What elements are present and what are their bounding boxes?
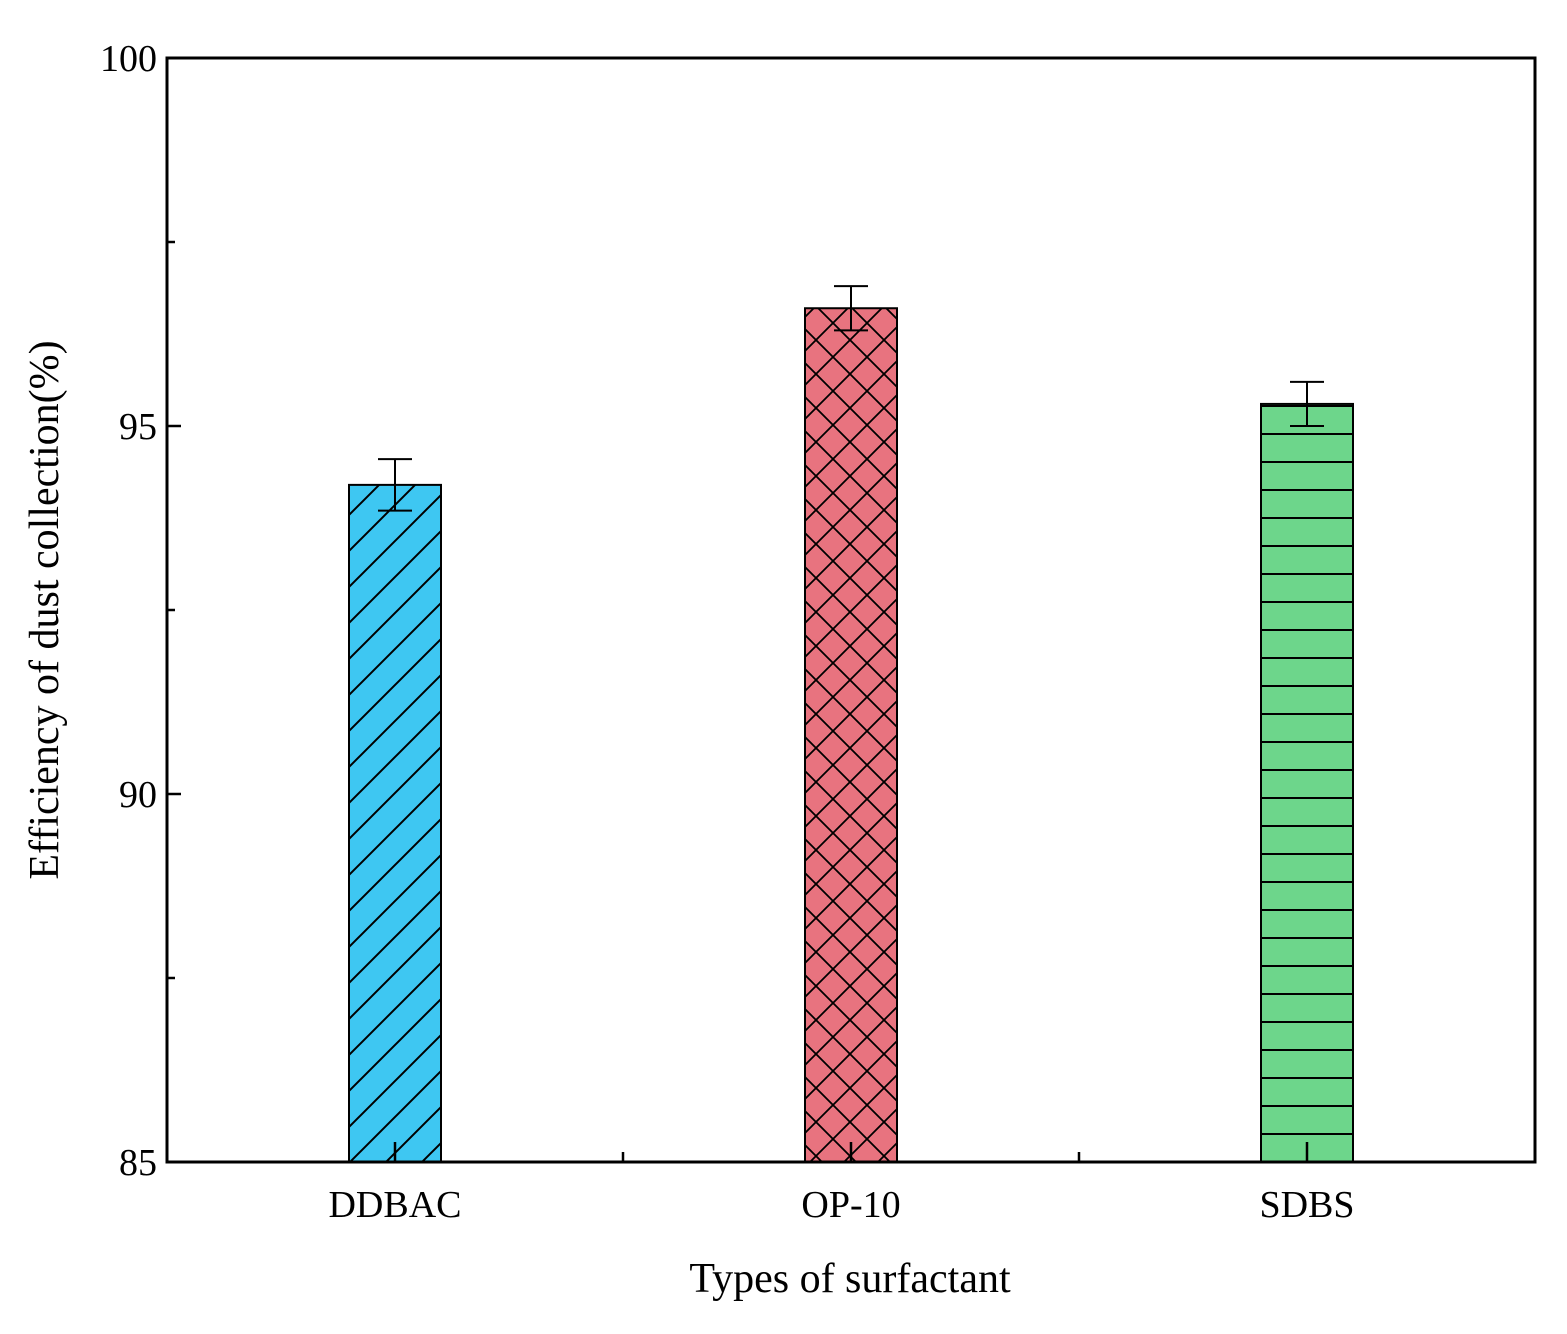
error-bar-sdbs: [1290, 380, 1324, 427]
error-bar-ddbac: [378, 458, 412, 512]
x-axis-title: Types of surfactant: [689, 1256, 1011, 1302]
y-axis-title: Efficiency of dust collection(%): [22, 340, 68, 879]
y-tick-label-95: 95: [119, 406, 157, 448]
bar-pattern-sdbs: [1260, 402, 1354, 1164]
bar-pattern-ddbac: [348, 483, 442, 1163]
bar-pattern-op-10: [804, 307, 898, 1163]
bars-layer: [348, 307, 1354, 1164]
x-tick-label-op-10: OP-10: [801, 1184, 900, 1226]
y-axis: 85 90 95 100: [100, 38, 181, 1184]
x-tick-label-sdbs: SDBS: [1259, 1184, 1354, 1226]
y-tick-label-90: 90: [119, 774, 157, 816]
error-bar-op-10: [834, 285, 868, 332]
x-tick-label-ddbac: DDBAC: [328, 1184, 461, 1226]
x-axis: DDBAC OP-10 SDBS: [328, 1142, 1355, 1226]
error-bars-layer: [378, 285, 1324, 512]
y-tick-label-85: 85: [119, 1142, 157, 1184]
y-tick-label-100: 100: [100, 38, 157, 80]
